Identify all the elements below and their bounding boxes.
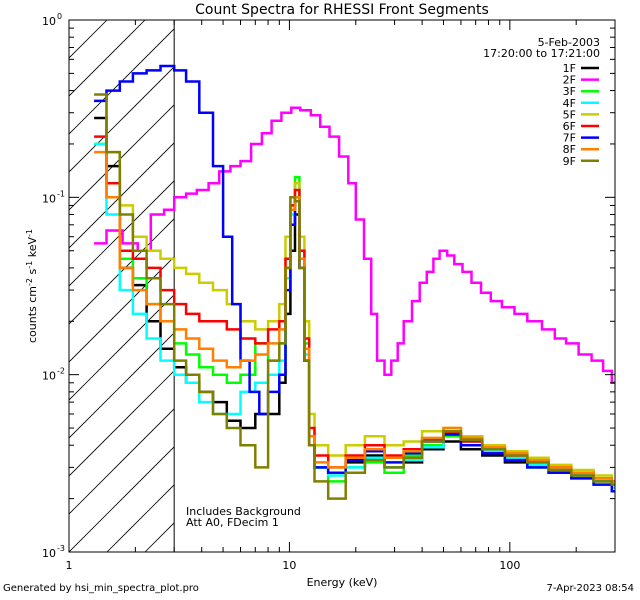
legend-label: 1F [563,62,576,75]
background-shaded-region [69,20,175,552]
series-line-7f [94,64,615,493]
y-tick-exponent: 0 [57,12,62,21]
y-axis-label-part: keV [26,237,39,261]
legend-label: 4F [563,97,576,110]
y-axis-label: counts cm-2 s-1 keV-1 [25,229,40,343]
x-tick-label: 10 [282,559,296,572]
legend-date: 5-Feb-2003 [538,36,600,49]
footer-timestamp: 7-Apr-2023 08:54 [546,583,634,594]
y-axis-label-exponent: -1 [25,261,34,269]
hatch-line [69,446,175,552]
y-axis-label-part: counts cm [26,286,39,343]
series-line-9f [94,93,615,500]
series-line-8f [94,150,615,483]
y-axis-label-exponent: -1 [25,229,34,237]
hatch-line [69,28,175,135]
annotation-background: Includes Background [186,505,301,518]
hatch-line [69,294,175,401]
legend: 5-Feb-2003 17:20:00 to 17:21:00 1F2F3F4F… [483,36,600,168]
hatch-line [69,104,175,211]
legend-label: 7F [563,132,576,145]
legend-label: 2F [563,74,576,87]
legend-label: 3F [563,85,576,98]
series-line-1f [94,116,615,483]
series-line-5f [94,99,615,483]
legend-label: 5F [563,108,576,121]
series-lines [94,64,615,500]
legend-label: 8F [563,143,576,156]
hatch-line [69,370,175,477]
hatch-line [69,408,175,515]
series-line-2f [94,106,615,385]
x-tick-label: 100 [499,559,520,572]
annotation-attenuator: Att A0, FDecim 1 [186,516,279,529]
y-axis-label-exponent: -2 [25,278,34,286]
y-tick-label: 10 [42,370,56,383]
hatch-line [69,218,175,325]
hatch-line [69,20,108,59]
chart-title: Count Spectra for RHESSI Front Segments [195,2,489,18]
footer-generator-note: Generated by hsi_min_spectra_plot.pro [3,583,199,594]
legend-time-range: 17:20:00 to 17:21:00 [483,47,600,60]
y-tick-exponent: -2 [57,367,65,376]
y-tick-exponent: -1 [57,189,65,198]
y-tick-label: 10 [42,192,56,205]
y-tick-label: 10 [42,547,56,560]
y-tick-label: 10 [42,15,56,28]
x-tick-label: 1 [66,559,73,572]
legend-label: 6F [563,120,576,133]
y-tick-exponent: -3 [57,544,65,553]
plot-frame [68,19,616,553]
x-axis-label: Energy (keV) [307,576,378,589]
y-axis-label-part: s [26,268,39,277]
legend-label: 9F [563,155,576,168]
hatch-line [69,66,175,173]
